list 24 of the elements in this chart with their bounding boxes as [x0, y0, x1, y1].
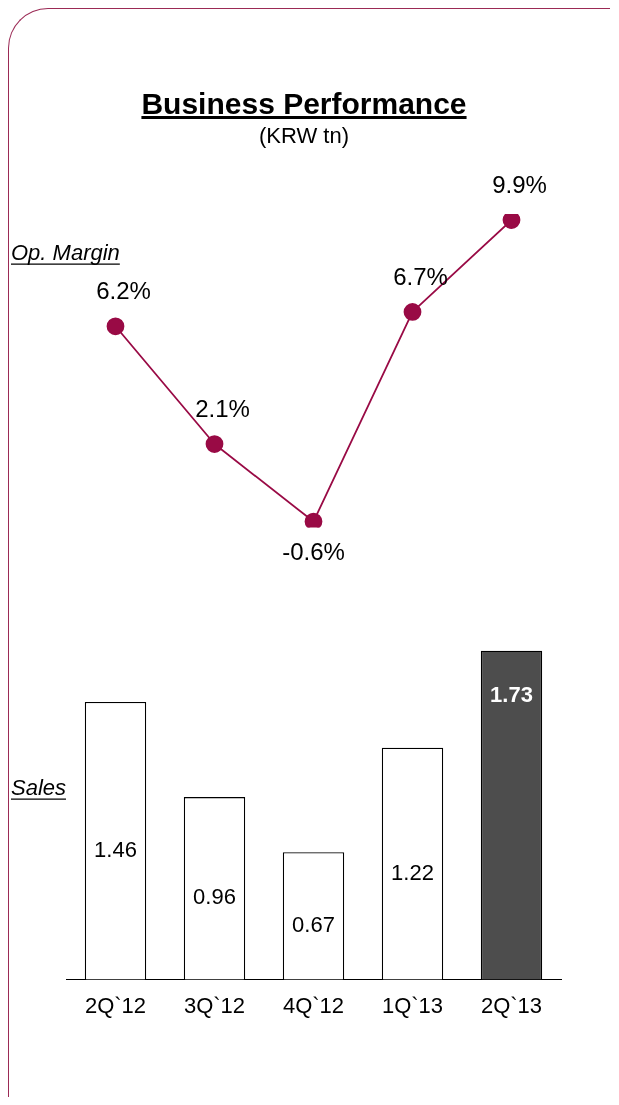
text: Op. Margin — [11, 240, 120, 266]
x-tick-label: 2Q`12 — [84, 992, 147, 1018]
data-label: 6.7% — [393, 262, 448, 290]
data-label: 1.46 — [94, 836, 137, 862]
point — [106, 317, 125, 336]
data-label: 9.9% — [492, 170, 547, 198]
data-label: 1.22 — [391, 859, 434, 885]
x-tick-label: 1Q`13 — [381, 992, 444, 1018]
x-tick-label: 4Q`12 — [282, 992, 345, 1018]
data-label: 0.96 — [193, 884, 236, 910]
x-tick-label: 3Q`12 — [183, 992, 246, 1018]
chart-subtitle: (KRW tn) — [257, 123, 350, 149]
chart-title: Business Performance — [140, 87, 468, 121]
point — [304, 512, 323, 528]
data-label: 0.67 — [292, 911, 335, 937]
series-label: Sales — [11, 775, 67, 801]
data-label: 1.73 — [490, 681, 533, 707]
data-label: -0.6% — [282, 538, 345, 566]
point — [502, 214, 521, 229]
data-label: 6.2% — [96, 276, 151, 304]
x-tick-label: 2Q`13 — [480, 992, 543, 1018]
point — [205, 435, 224, 453]
data-label: 2.1% — [195, 394, 250, 422]
point — [403, 303, 422, 321]
